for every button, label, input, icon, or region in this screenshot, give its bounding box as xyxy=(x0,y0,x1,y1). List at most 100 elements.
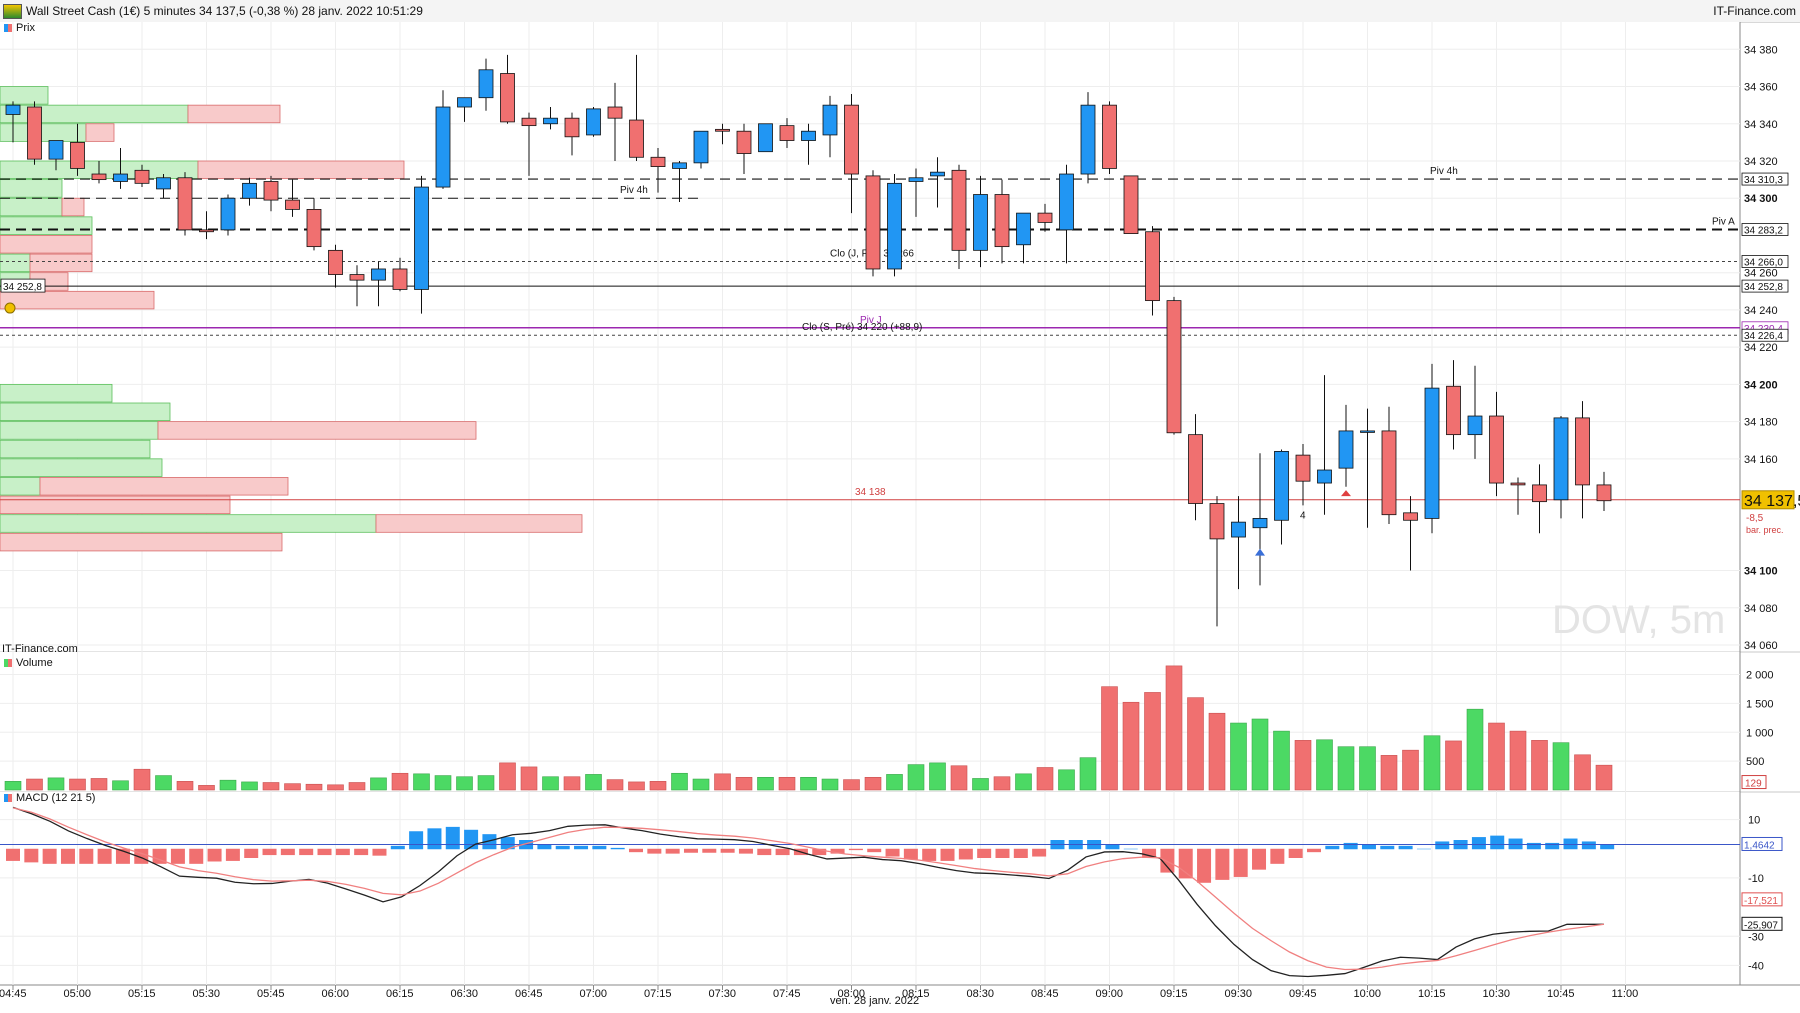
x-tick-label: 06:45 xyxy=(515,988,543,1000)
volume-profile-bottom-sell xyxy=(0,495,231,515)
price-panel-label[interactable]: Prix xyxy=(4,22,35,34)
level-label: Piv A xyxy=(1712,217,1735,228)
candle-body xyxy=(349,274,365,281)
volume-bar xyxy=(1316,739,1333,791)
candle-body xyxy=(1080,104,1096,175)
volume-bar xyxy=(757,776,774,791)
volume-bar xyxy=(1552,742,1570,791)
macd-histogram-bar xyxy=(97,848,112,864)
candle-body xyxy=(1295,454,1311,482)
signal-line xyxy=(12,807,1605,971)
chart-title: Wall Street Cash (1€) 5 minutes 34 137,5… xyxy=(26,4,423,18)
candle-body xyxy=(973,194,988,251)
volume-bar xyxy=(1509,730,1527,791)
volume-bar xyxy=(1466,708,1484,791)
macd-histogram-bar xyxy=(427,828,442,850)
volume-profile-top-sell xyxy=(187,104,281,124)
candle-body xyxy=(543,117,558,125)
level-label: 34 138 xyxy=(855,487,886,498)
macd-histogram-bar xyxy=(1526,842,1541,850)
volume-tick-label: 2 000 xyxy=(1746,670,1774,682)
volume-panel-label[interactable]: Volume xyxy=(4,657,53,669)
macd-histogram-bar xyxy=(940,848,955,861)
volume-profile-bottom-buy xyxy=(0,402,171,422)
y-tick-label: 34 380 xyxy=(1744,44,1778,56)
volume-bar xyxy=(1122,701,1140,791)
volume-bar xyxy=(391,772,409,791)
macd-histogram-bar xyxy=(1032,848,1047,857)
candle-body xyxy=(220,197,236,231)
macd-histogram-bar xyxy=(1233,848,1248,877)
macd-histogram-bar xyxy=(152,848,167,864)
candle-body xyxy=(1553,417,1569,501)
volume-bar xyxy=(1079,757,1097,791)
level-tag: 34 226,4 xyxy=(1744,331,1783,342)
candle-body xyxy=(994,194,1010,248)
volume-profile-top-buy xyxy=(0,253,31,273)
volume-bar xyxy=(1380,755,1398,791)
macd-histogram-bar xyxy=(702,848,717,853)
x-tick-label: 08:15 xyxy=(902,988,930,1000)
x-tick-label: 06:30 xyxy=(451,988,479,1000)
level-tag-box xyxy=(1741,279,1789,293)
level-tag: 34 283,2 xyxy=(1744,226,1783,237)
x-tick-label: 07:30 xyxy=(709,988,737,1000)
volume-bar xyxy=(778,776,796,791)
volume-bar xyxy=(1445,740,1462,791)
y-tick-label: 34 260 xyxy=(1744,268,1778,280)
candle-body xyxy=(1209,503,1225,540)
volume-bar xyxy=(370,777,387,791)
candle-body xyxy=(564,117,580,138)
candle-body xyxy=(1446,385,1461,436)
volume-profile-bottom-sell xyxy=(0,532,283,552)
macd-histogram-bar xyxy=(922,848,937,861)
candle-body xyxy=(1102,104,1117,169)
candle-body xyxy=(1188,434,1203,504)
candle-body xyxy=(1360,430,1375,433)
volume-bar xyxy=(843,779,860,791)
macd-histogram-bar xyxy=(372,848,387,856)
volume-bar xyxy=(993,776,1011,791)
volume-bar xyxy=(1531,740,1548,791)
volume-bar xyxy=(305,783,323,791)
volume-bar xyxy=(133,768,151,791)
macd-histogram-bar xyxy=(995,848,1010,858)
candle-body xyxy=(736,130,752,154)
x-tick-label: 10:00 xyxy=(1354,988,1382,1000)
macd-histogram-bar xyxy=(42,848,57,864)
macd-histogram-bar xyxy=(647,848,662,854)
candle-body xyxy=(1424,387,1440,519)
volume-bar xyxy=(198,785,215,791)
volume-bar xyxy=(628,781,645,791)
macd-tick-label: 10 xyxy=(1748,815,1760,827)
candle-body xyxy=(629,119,644,158)
macd-histogram-bar xyxy=(1160,848,1175,873)
macd-histogram-bar xyxy=(1361,844,1376,850)
candle-body xyxy=(1252,518,1268,529)
macd-histogram-bar xyxy=(317,848,332,856)
y-tick-label: 34 080 xyxy=(1744,603,1778,615)
volume-profile-top-sell xyxy=(61,197,85,217)
candle-body xyxy=(650,156,666,167)
volume-bar xyxy=(649,781,667,791)
candle-body xyxy=(48,140,64,160)
volume-bar xyxy=(262,782,280,791)
macd-histogram-bar xyxy=(1490,835,1505,850)
candle-body xyxy=(1317,469,1332,484)
macd-histogram-bar xyxy=(830,848,845,854)
volume-bar xyxy=(1488,722,1505,791)
candle-body xyxy=(328,249,343,275)
volume-bar xyxy=(692,778,710,791)
y-tick-label: 34 200 xyxy=(1744,379,1778,391)
candle-body xyxy=(887,182,902,270)
candle-body xyxy=(779,125,795,141)
macd-panel-label[interactable]: MACD (12 21 5) xyxy=(4,792,95,804)
candle-body xyxy=(392,268,408,290)
volume-bar xyxy=(1337,746,1355,791)
candle-body xyxy=(607,106,623,119)
macd-histogram-bar xyxy=(592,845,607,850)
brand-label[interactable]: IT-Finance.com xyxy=(1713,4,1796,18)
volume-bar xyxy=(1015,773,1032,791)
macd-histogram-bar xyxy=(903,848,918,860)
